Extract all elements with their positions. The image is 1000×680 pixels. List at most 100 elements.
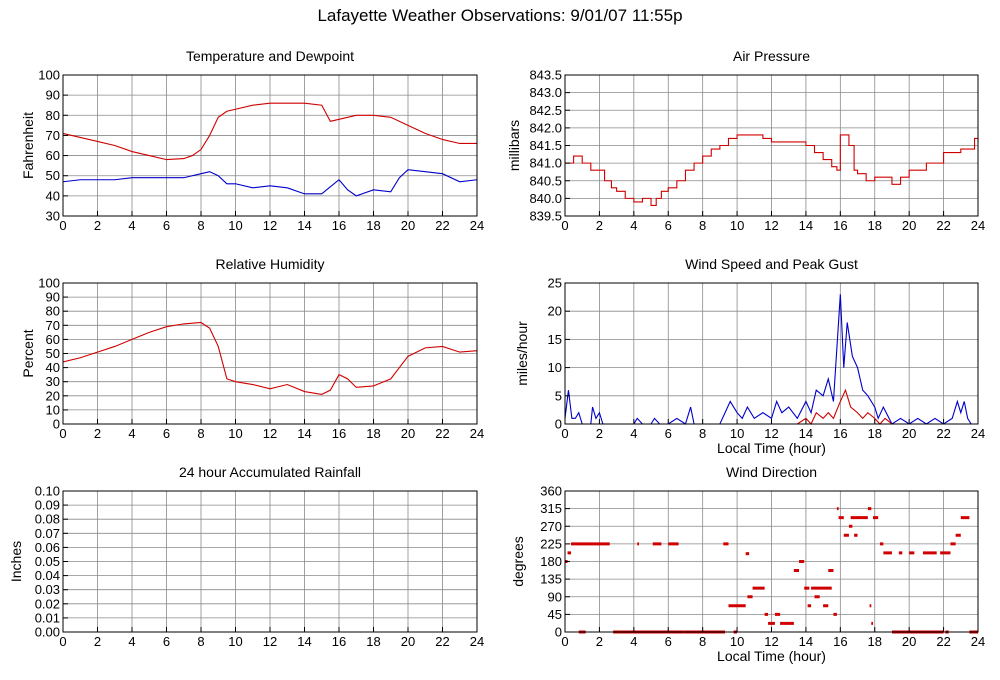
x-tick-label: 6: [665, 634, 672, 649]
y-tick-label: 840.0: [529, 191, 562, 206]
x-tick-label: 2: [94, 634, 101, 649]
x-tick-label: 20: [401, 426, 415, 441]
x-tick-label: 8: [197, 426, 204, 441]
y-tick-label: 843.0: [529, 85, 562, 100]
y-tick-label: 315: [540, 501, 562, 516]
x-tick-label: 6: [665, 218, 672, 233]
y-tick-label: 0: [555, 417, 562, 432]
y-tick-label: 20: [46, 388, 60, 403]
x-tick-label: 24: [971, 218, 985, 233]
x-tick-label: 24: [971, 634, 985, 649]
x-tick-label: 0: [59, 218, 66, 233]
x-tick-label: 24: [470, 218, 484, 233]
x-tick-label: 18: [366, 634, 380, 649]
y-tick-label: 0.02: [35, 596, 60, 611]
x-tick-label: 8: [197, 634, 204, 649]
y-tick-label: 50: [46, 168, 60, 183]
x-tick-label: 8: [699, 218, 706, 233]
x-tick-label: 22: [936, 634, 950, 649]
y-tick-label: 135: [540, 572, 562, 587]
x-tick-label: 20: [902, 218, 916, 233]
x-axis-title: Local Time (hour): [717, 648, 826, 664]
x-tick-label: 14: [799, 426, 813, 441]
y-axis-title: miles/hour: [514, 321, 530, 386]
chart-title: 24 hour Accumulated Rainfall: [179, 464, 361, 480]
y-tick-label: 100: [38, 68, 60, 83]
x-tick-label: 22: [936, 426, 950, 441]
y-tick-label: 0.05: [35, 554, 60, 569]
y-tick-label: 40: [46, 360, 60, 375]
y-tick-label: 0.10: [35, 484, 60, 499]
y-tick-label: 840.5: [529, 173, 562, 188]
y-tick-label: 225: [540, 536, 562, 551]
x-tick-label: 10: [228, 426, 242, 441]
y-axis-title: degrees: [510, 536, 526, 587]
x-tick-label: 10: [730, 634, 744, 649]
y-tick-label: 60: [46, 332, 60, 347]
x-tick-label: 16: [332, 218, 346, 233]
chart-rain: 0 2 4 6 8 10 12 14 16 18 20 22 240.000.010.020.030.0…: [8, 464, 484, 649]
x-tick-label: 24: [470, 634, 484, 649]
y-tick-label: 842.0: [529, 120, 562, 135]
y-tick-label: 30: [46, 374, 60, 389]
chart-pressure: 0 2 4 6 8 10 12 14 16 18 20 22 24839.5840.0840.5841.…: [506, 48, 985, 233]
x-tick-label: 6: [665, 426, 672, 441]
y-tick-label: 10: [46, 402, 60, 417]
page-title: Lafayette Weather Observations: 9/01/07 …: [317, 6, 683, 25]
y-tick-label: 30: [46, 209, 60, 224]
y-tick-label: 0.07: [35, 526, 60, 541]
y-tick-label: 180: [540, 554, 562, 569]
y-tick-label: 0.09: [35, 498, 60, 513]
y-tick-label: 0.01: [35, 610, 60, 625]
x-tick-label: 12: [263, 634, 277, 649]
y-axis-title: Fahrenheit: [20, 112, 36, 179]
x-tick-label: 10: [730, 426, 744, 441]
x-tick-label: 0: [59, 634, 66, 649]
y-tick-label: 80: [46, 304, 60, 319]
x-tick-label: 12: [764, 634, 778, 649]
x-tick-label: 4: [630, 634, 637, 649]
y-tick-label: 842.5: [529, 103, 562, 118]
y-tick-label: 360: [540, 484, 562, 499]
y-tick-label: 839.5: [529, 209, 562, 224]
x-tick-label: 16: [833, 426, 847, 441]
x-tick-label: 8: [699, 634, 706, 649]
x-tick-label: 12: [263, 218, 277, 233]
x-tick-label: 6: [163, 426, 170, 441]
chart-humidity: 0 2 4 6 8 10 12 14 16 18 20 22 240102030405060708090…: [20, 256, 484, 441]
x-tick-label: 24: [470, 426, 484, 441]
y-tick-label: 15: [548, 332, 562, 347]
y-tick-label: 45: [548, 607, 562, 622]
x-tick-label: 20: [401, 634, 415, 649]
x-tick-label: 18: [868, 426, 882, 441]
x-tick-label: 16: [332, 426, 346, 441]
x-tick-label: 4: [128, 218, 135, 233]
x-tick-label: 14: [297, 634, 311, 649]
x-tick-label: 4: [128, 426, 135, 441]
y-tick-label: 841.0: [529, 156, 562, 171]
y-tick-label: 80: [46, 108, 60, 123]
x-tick-label: 18: [366, 218, 380, 233]
x-tick-label: 16: [332, 634, 346, 649]
x-tick-label: 22: [435, 634, 449, 649]
x-tick-label: 18: [868, 634, 882, 649]
y-tick-label: 70: [46, 128, 60, 143]
x-tick-label: 20: [902, 426, 916, 441]
x-tick-label: 10: [730, 218, 744, 233]
series-line-1: [62, 169, 478, 197]
y-tick-label: 40: [46, 188, 60, 203]
x-tick-label: 2: [94, 426, 101, 441]
x-tick-label: 12: [263, 426, 277, 441]
chart-title: Wind Direction: [726, 464, 817, 480]
x-axis-title: Local Time (hour): [717, 440, 826, 456]
x-tick-label: 14: [799, 634, 813, 649]
y-tick-label: 10: [548, 360, 562, 375]
series-line-0: [62, 102, 477, 161]
x-tick-label: 20: [902, 634, 916, 649]
chart-temp: 0 2 4 6 8 10 12 14 16 18 20 22 2430405060708090100Te…: [20, 48, 484, 233]
x-tick-label: 4: [630, 218, 637, 233]
x-tick-label: 22: [435, 218, 449, 233]
y-tick-label: 841.5: [529, 138, 562, 153]
x-tick-label: 6: [163, 218, 170, 233]
